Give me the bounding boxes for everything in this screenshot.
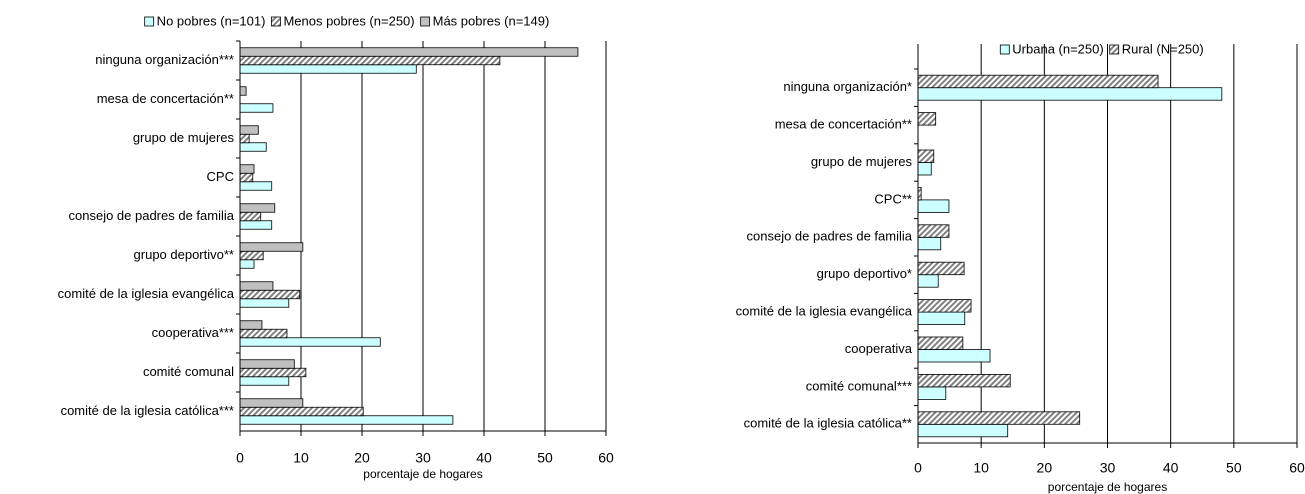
legend-label: Urbana (n=250) bbox=[1012, 41, 1103, 56]
legend-label: Rural (N=250) bbox=[1122, 41, 1204, 56]
bar bbox=[239, 164, 255, 174]
x-tick-label: 0 bbox=[914, 460, 922, 476]
bar bbox=[917, 386, 947, 400]
bar bbox=[917, 311, 966, 326]
x-tick-label: 50 bbox=[1226, 460, 1242, 476]
bar bbox=[917, 336, 964, 350]
bar bbox=[917, 236, 942, 251]
bar bbox=[239, 259, 255, 269]
x-axis-label: porcentaje de hogares bbox=[1048, 480, 1167, 494]
x-tick-label: 10 bbox=[973, 460, 989, 476]
legend-swatch bbox=[271, 16, 281, 27]
bar bbox=[239, 86, 247, 96]
category-label: grupo de mujeres bbox=[133, 130, 235, 145]
x-tick-label: 20 bbox=[1037, 460, 1053, 476]
bar bbox=[917, 423, 1009, 438]
category-label: comité comunal bbox=[143, 364, 234, 379]
category-label: ninguna organización*** bbox=[95, 52, 234, 67]
category-label: mesa de concertación** bbox=[97, 91, 234, 106]
bar bbox=[239, 55, 501, 66]
bar bbox=[239, 181, 273, 191]
legend-swatch bbox=[999, 44, 1010, 55]
legend-swatch bbox=[420, 16, 431, 27]
x-tick-label: 40 bbox=[1163, 460, 1179, 476]
bar bbox=[239, 125, 259, 135]
legend-swatch bbox=[144, 16, 155, 27]
bar bbox=[239, 359, 295, 369]
x-tick-label: 30 bbox=[415, 450, 431, 466]
x-tick-label: 30 bbox=[1100, 460, 1116, 476]
x-axis-label: porcentaje de hogares bbox=[363, 467, 482, 481]
bar bbox=[239, 415, 454, 425]
bar bbox=[239, 337, 381, 347]
bar bbox=[239, 250, 264, 261]
bar bbox=[917, 411, 1081, 425]
bar bbox=[917, 224, 950, 238]
category-label: comité de la iglesia católica** bbox=[744, 416, 912, 431]
bar bbox=[239, 203, 276, 213]
category-label: comité de la iglesia evangélica bbox=[58, 286, 235, 301]
legend-label: Menos pobres (n=250) bbox=[283, 13, 414, 28]
category-label: cooperativa bbox=[845, 341, 913, 356]
legend: No pobres (n=101) Menos pobres (n=250) Más… bbox=[144, 13, 550, 28]
category-label: grupo de mujeres bbox=[811, 154, 913, 169]
bar bbox=[917, 299, 972, 313]
bar bbox=[239, 103, 274, 113]
category-label: ninguna organización* bbox=[783, 79, 912, 94]
bar bbox=[917, 349, 991, 363]
category-label: CPC bbox=[207, 169, 234, 184]
bar bbox=[239, 406, 364, 417]
bar bbox=[239, 281, 274, 291]
x-tick-label: 0 bbox=[236, 450, 244, 466]
bar bbox=[917, 373, 1011, 388]
x-tick-label: 50 bbox=[537, 450, 553, 466]
bar bbox=[239, 142, 267, 152]
bar bbox=[917, 74, 1159, 89]
legend-swatch bbox=[1109, 44, 1120, 55]
x-tick-label: 40 bbox=[476, 450, 492, 466]
x-tick-label: 20 bbox=[354, 450, 370, 466]
category-label: grupo deportivo* bbox=[817, 266, 912, 281]
bar bbox=[917, 162, 932, 176]
category-label: comité comunal*** bbox=[806, 378, 912, 393]
category-label: grupo deportivo** bbox=[134, 247, 234, 262]
legend: Urbana (n=250) Rural (N=250) bbox=[999, 41, 1204, 56]
bar bbox=[917, 149, 935, 163]
bar bbox=[239, 298, 290, 308]
x-tick-label: 60 bbox=[1289, 460, 1305, 476]
bar bbox=[239, 242, 304, 252]
x-tick-label: 10 bbox=[293, 450, 309, 466]
bar bbox=[239, 64, 417, 74]
bar bbox=[917, 261, 965, 276]
bar bbox=[239, 320, 263, 330]
bar bbox=[917, 199, 950, 213]
category-label: comité de la iglesia evangélica bbox=[736, 304, 913, 319]
bar bbox=[239, 367, 307, 378]
bar bbox=[239, 172, 254, 183]
category-label: comité de la iglesia católica*** bbox=[61, 403, 234, 418]
bar bbox=[239, 328, 288, 339]
legend-label: Más pobres (n=149) bbox=[433, 13, 550, 28]
bar bbox=[239, 376, 290, 386]
bar bbox=[917, 87, 1223, 101]
bar bbox=[239, 220, 273, 230]
bar bbox=[239, 211, 262, 222]
bar bbox=[239, 47, 579, 57]
bar bbox=[239, 133, 250, 144]
category-label: cooperativa*** bbox=[152, 325, 234, 340]
bar bbox=[917, 274, 939, 288]
category-label: CPC** bbox=[874, 191, 912, 206]
category-label: consejo de padres de familia bbox=[69, 208, 235, 223]
category-label: consejo de padres de familia bbox=[747, 229, 913, 244]
legend-label: No pobres (n=101) bbox=[157, 13, 266, 28]
bar bbox=[239, 289, 301, 300]
category-label: mesa de concertación** bbox=[775, 117, 912, 132]
x-tick-label: 60 bbox=[598, 450, 614, 466]
bar bbox=[239, 398, 304, 408]
bar bbox=[917, 112, 937, 126]
